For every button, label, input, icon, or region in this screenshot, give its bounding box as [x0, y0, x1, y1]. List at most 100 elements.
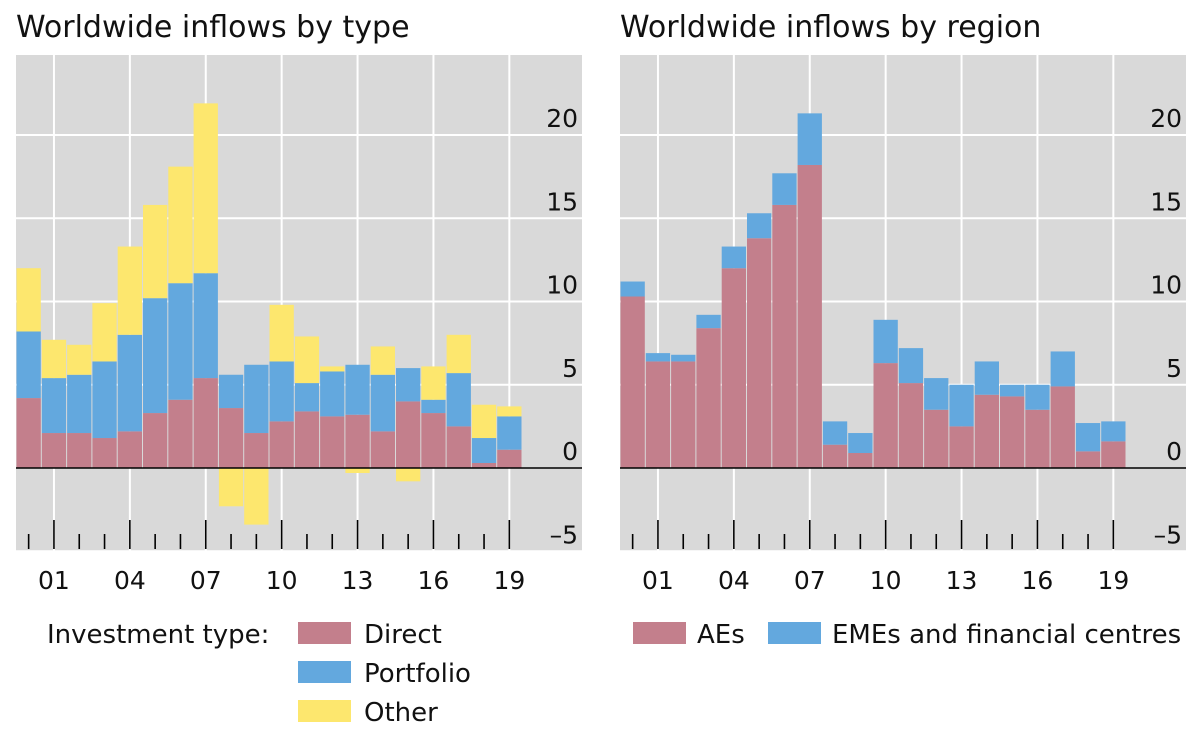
bar-other-2014: [370, 346, 395, 375]
bar-emes-and-financial-centres-2001: [645, 353, 671, 362]
bar-other-2018: [471, 404, 497, 439]
bar-portfolio-2003: [92, 361, 117, 439]
bar-emes-and-financial-centres-2005: [747, 213, 772, 239]
y-tick-label: 5: [562, 354, 578, 383]
bar-emes-and-financial-centres-2019: [1101, 421, 1126, 442]
bar-aes-2009: [848, 453, 873, 468]
bar-emes-and-financial-centres-2011: [898, 348, 924, 384]
bar-other-2000: [16, 268, 41, 332]
bar-emes-and-financial-centres-2003: [696, 314, 721, 329]
bar-aes-2005: [747, 238, 772, 468]
chart-title: Worldwide inflows by region: [620, 10, 1041, 45]
bar-direct-2015: [396, 401, 421, 468]
bar-direct-2006: [168, 399, 193, 468]
bar-direct-2001: [41, 433, 67, 468]
x-tick-label: 10: [870, 566, 902, 595]
bar-portfolio-2017: [446, 373, 471, 427]
bar-direct-2016: [421, 413, 446, 468]
x-tick-label: 04: [718, 566, 750, 595]
legend-swatch-other: [298, 700, 351, 722]
y-tick-label: 15: [546, 187, 578, 216]
plot-background: [620, 55, 1186, 552]
legend-label-direct: Direct: [364, 620, 442, 650]
bar-direct-2003: [92, 438, 117, 468]
bar-emes-and-financial-centres-2004: [721, 246, 746, 269]
y-tick-label: 20: [546, 104, 578, 133]
bar-other-2010: [269, 304, 294, 362]
bar-portfolio-2010: [269, 361, 294, 422]
legend: Investment type: Direct Portfolio Other: [47, 620, 471, 728]
bar-direct-2000: [16, 398, 41, 468]
x-tick-label: 19: [493, 566, 525, 595]
bar-portfolio-2001: [41, 378, 67, 434]
y-tick-label: 15: [1150, 187, 1182, 216]
bar-portfolio-2000: [16, 331, 41, 399]
bar-aes-2006: [772, 204, 797, 468]
bar-emes-and-financial-centres-2000: [620, 281, 645, 297]
plot-area: 01 04 07 10 13 16 19 20 15 10 5 0 –5: [16, 55, 582, 595]
y-tick-label: 10: [546, 271, 578, 300]
x-tick-label: 01: [642, 566, 674, 595]
bar-other-2005: [143, 204, 168, 299]
bar-emes-and-financial-centres-2007: [797, 113, 822, 165]
bar-emes-and-financial-centres-2015: [1000, 384, 1025, 397]
bar-emes-and-financial-centres-2010: [873, 319, 898, 364]
bar-other-2015: [396, 468, 421, 482]
bar-emes-and-financial-centres-2016: [1025, 384, 1050, 410]
bar-aes-2013: [949, 426, 974, 468]
bar-aes-2011: [898, 383, 924, 468]
bar-aes-2000: [620, 296, 645, 468]
bar-emes-and-financial-centres-2006: [772, 173, 797, 205]
x-tick-label: 16: [1022, 566, 1054, 595]
bar-other-2006: [168, 166, 193, 284]
y-tick-label: 5: [1166, 354, 1182, 383]
bar-portfolio-2019: [497, 416, 522, 450]
bar-portfolio-2007: [193, 273, 218, 379]
bar-other-2016: [421, 366, 446, 400]
bar-aes-2004: [721, 268, 746, 468]
x-tick-label: 10: [266, 566, 298, 595]
bar-other-2003: [92, 303, 117, 362]
x-tick-label: 07: [794, 566, 826, 595]
bar-other-2013: [345, 468, 370, 473]
bar-direct-2009: [244, 433, 269, 468]
bar-aes-2019: [1101, 441, 1126, 468]
bar-other-2019: [497, 406, 522, 417]
legend-swatch-emes-and-financial-centres: [768, 622, 821, 644]
x-tick-label: 07: [190, 566, 222, 595]
bar-direct-2014: [370, 431, 395, 468]
bar-portfolio-2004: [117, 334, 142, 432]
bar-aes-2003: [696, 328, 721, 468]
x-tick-label: 19: [1097, 566, 1129, 595]
bar-direct-2007: [193, 378, 218, 468]
legend-swatch-aes: [633, 622, 686, 644]
bar-portfolio-2016: [421, 399, 446, 414]
legend-swatch-direct: [298, 622, 351, 644]
legend-swatch-portfolio: [298, 661, 351, 683]
bar-direct-2004: [117, 431, 142, 468]
bar-emes-and-financial-centres-2012: [924, 378, 949, 410]
bar-direct-2019: [497, 449, 522, 468]
bar-other-2009: [244, 468, 269, 525]
bar-other-2017: [446, 334, 471, 374]
y-tick-label: –5: [550, 520, 578, 549]
bar-direct-2017: [446, 426, 471, 468]
bar-portfolio-2009: [244, 364, 269, 434]
x-tick-label: 01: [38, 566, 70, 595]
bar-direct-2018: [471, 463, 497, 468]
bar-other-2007: [193, 103, 218, 274]
bar-portfolio-2015: [396, 368, 421, 402]
bar-aes-2008: [822, 444, 848, 468]
bar-emes-and-financial-centres-2018: [1075, 423, 1101, 452]
bar-emes-and-financial-centres-2013: [949, 384, 974, 427]
y-tick-label: 20: [1150, 104, 1182, 133]
legend: AEs EMEs and financial centres: [633, 620, 1181, 650]
bar-aes-2012: [924, 409, 949, 468]
bar-direct-2013: [345, 414, 370, 468]
bar-direct-2005: [143, 413, 168, 468]
y-tick-label: 0: [562, 437, 578, 466]
chart-by-region: Worldwide inflows by region 01 04 07 10 13 16…: [620, 10, 1186, 650]
legend-heading: Investment type:: [47, 620, 269, 650]
legend-label-other: Other: [364, 698, 438, 728]
